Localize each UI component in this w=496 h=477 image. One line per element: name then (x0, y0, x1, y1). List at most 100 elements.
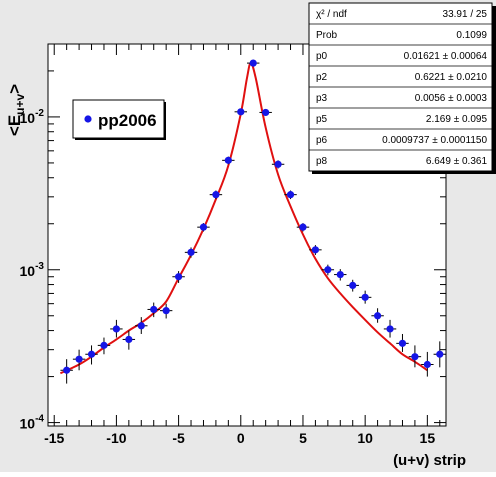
data-point (433, 341, 446, 368)
data-marker (100, 341, 108, 349)
data-point (259, 108, 272, 117)
data-point (135, 317, 148, 334)
data-marker (286, 191, 295, 199)
data-marker (75, 355, 83, 363)
stats-row-value: 6.649 ± 0.361 (426, 156, 488, 167)
data-point (284, 190, 297, 200)
legend: pp2006 (72, 99, 166, 140)
data-marker (386, 325, 394, 333)
data-point (358, 290, 372, 304)
data-marker (299, 223, 307, 231)
stats-row-value: 0.0056 ± 0.0003 (415, 93, 488, 104)
data-marker (436, 350, 444, 358)
data-marker (137, 322, 145, 330)
data-point (271, 160, 285, 169)
data-marker (125, 335, 133, 344)
data-point (371, 308, 384, 323)
data-point (172, 271, 185, 283)
x-tick-label: -5 (172, 430, 185, 446)
data-marker (336, 270, 344, 279)
axis-tick-labels: -15 -10 -5 0 5 10 15 10-4 10-3 10-2 (20, 108, 436, 446)
stats-row-value: 0.1099 (456, 30, 487, 41)
data-point (234, 108, 247, 116)
y-tick-label: 10-3 (20, 261, 45, 279)
data-marker (224, 156, 232, 164)
data-marker (311, 246, 320, 254)
data-marker (373, 312, 382, 320)
stats-row-label: Prob (316, 30, 338, 41)
data-point (72, 349, 86, 371)
x-tick-label: 10 (357, 430, 373, 446)
legend-marker (84, 115, 92, 123)
stats-row-value: 0.6221 ± 0.0210 (415, 72, 488, 83)
data-marker (87, 350, 96, 358)
stats-row-value: 0.0009737 ± 0.0001150 (382, 135, 487, 146)
data-marker (411, 353, 419, 361)
data-marker (174, 273, 183, 281)
data-point (396, 333, 409, 352)
data-point (421, 351, 434, 377)
data-point (184, 247, 198, 258)
data-marker (212, 191, 220, 199)
data-point (197, 223, 210, 232)
data-point (309, 245, 322, 255)
fit-curve (59, 62, 428, 375)
data-marker (361, 293, 369, 301)
fit-layer (59, 62, 428, 375)
stats-row-value: 2.169 ± 0.095 (426, 114, 488, 125)
legend-shadow (164, 102, 166, 140)
stats-rows: χ² / ndf 33.91 / 25 Prob 0.1099 p0 0.01621 ± … (309, 9, 492, 167)
x-tick-label: -10 (106, 430, 126, 446)
y-tick-label: 10-2 (20, 108, 45, 126)
data-marker (112, 325, 121, 333)
data-point (110, 319, 123, 338)
stats-row-label: p6 (316, 135, 328, 146)
x-tick-label: -15 (44, 430, 64, 446)
data-marker (150, 305, 158, 314)
data-point (85, 345, 98, 365)
data-point (321, 264, 335, 276)
data-point (296, 223, 310, 232)
data-marker (249, 59, 257, 67)
stats-row-label: p5 (316, 114, 328, 125)
legend-label: pp2006 (98, 111, 157, 130)
stats-row-value: 33.91 / 25 (443, 9, 488, 20)
stats-box: χ² / ndf 33.91 / 25 Prob 0.1099 p0 0.01621 ± … (308, 2, 496, 174)
data-marker (187, 248, 195, 256)
stats-row-value: 0.01621 ± 0.00064 (404, 51, 488, 62)
data-marker (423, 360, 431, 369)
x-tick-label: 15 (420, 430, 436, 446)
data-point (147, 302, 160, 318)
y-axis-title-close: > (5, 84, 24, 94)
data-point (209, 190, 223, 200)
data-point (408, 345, 422, 368)
data-marker (274, 160, 282, 168)
y-tick-label: 10-4 (20, 414, 45, 432)
stats-row-label: χ² / ndf (316, 9, 347, 20)
data-marker (324, 266, 332, 274)
legend-shadow-bottom (75, 138, 166, 140)
data-points (60, 59, 446, 384)
stats-row-label: p8 (316, 156, 328, 167)
x-tick-label: 0 (237, 430, 245, 446)
data-marker (398, 339, 407, 347)
data-point (222, 156, 235, 165)
x-tick-label: 5 (299, 430, 307, 446)
data-marker (162, 307, 170, 315)
y-axis-title: <Eu+v> (5, 84, 27, 136)
data-marker (237, 108, 245, 116)
data-point (334, 269, 347, 281)
y-axis-title-main: <E (5, 115, 24, 136)
x-axis-title: (u+v) strip (393, 452, 466, 469)
data-marker (349, 281, 357, 290)
data-point (346, 279, 359, 292)
data-marker (63, 366, 71, 374)
data-point (247, 59, 260, 67)
data-point (122, 330, 136, 350)
data-point (383, 319, 397, 338)
y-axis-title-sub: u+v (13, 93, 27, 114)
data-marker (262, 108, 270, 117)
data-marker (199, 223, 208, 231)
stats-row-label: p3 (316, 93, 328, 104)
